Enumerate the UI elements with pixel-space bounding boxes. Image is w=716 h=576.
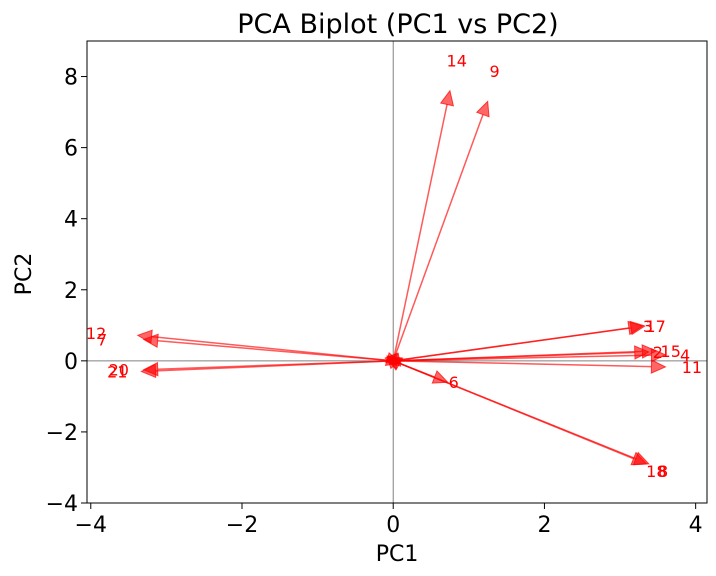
vector-label: 17	[645, 317, 665, 336]
y-tick-label: 8	[64, 66, 78, 91]
vector-label: 9	[489, 62, 499, 81]
arrow-head	[439, 89, 455, 107]
y-tick-label: −4	[46, 492, 78, 517]
x-tick-label: 0	[386, 513, 400, 538]
x-tick-label: −4	[75, 513, 107, 538]
vector-arrow: 11	[393, 358, 702, 377]
x-tick-label: 2	[537, 513, 551, 538]
vector-label: 20	[109, 361, 129, 380]
vector-label: 18	[646, 462, 666, 481]
arrow-head	[629, 320, 647, 336]
vector-label: 11	[682, 358, 702, 377]
vector-arrow	[384, 352, 402, 367]
y-axis-ticks: −4 −2 0 2 4 6 8	[46, 66, 87, 517]
vector-arrow: 21	[107, 360, 394, 382]
x-axis-label: PC1	[376, 542, 419, 567]
x-axis-ticks: −4 −2 0 2 4	[75, 503, 703, 538]
arrow-shaft	[393, 327, 632, 362]
arrow-shaft	[392, 360, 637, 460]
vector-label: 7	[97, 331, 107, 350]
vector-arrow: 3	[393, 317, 653, 362]
y-tick-label: 2	[64, 279, 78, 304]
vector-label: 8	[658, 462, 668, 481]
vector-arrow: 8	[392, 360, 668, 481]
arrow-head	[650, 347, 667, 363]
vector-label: 4	[680, 346, 690, 365]
vector-arrow: 9	[392, 62, 500, 362]
arrow-head	[632, 451, 650, 466]
vector-label: 6	[449, 373, 459, 392]
y-axis-label: PC2	[12, 253, 37, 296]
vector-label: 12	[86, 324, 106, 343]
arrow-shaft	[393, 360, 652, 368]
arrow-shaft	[392, 114, 484, 362]
chart-title: PCA Biplot (PC1 vs PC2)	[237, 9, 558, 40]
vector-arrow: 17	[393, 317, 666, 362]
vector-label: 3	[643, 317, 653, 336]
vector-label: 14	[447, 52, 467, 71]
vector-arrow: 7	[97, 331, 394, 362]
y-tick-label: −2	[46, 421, 78, 446]
vector-arrows: 14931721541161881272021	[86, 52, 702, 481]
vector-arrow: 12	[86, 324, 394, 362]
arrow-head	[650, 359, 667, 374]
plot-frame	[86, 40, 708, 504]
arrow-head	[475, 100, 490, 118]
y-tick-label: 0	[64, 350, 78, 375]
vector-arrow: 4	[393, 346, 690, 365]
y-tick-label: 6	[64, 137, 78, 162]
x-tick-label: −2	[226, 513, 258, 538]
arrow-head	[140, 363, 157, 379]
arrow-head	[384, 352, 402, 367]
arrow-shaft	[155, 360, 394, 372]
y-tick-label: 4	[64, 208, 78, 233]
arrow-shaft	[157, 339, 394, 362]
arrow-head	[142, 333, 159, 349]
plot-area	[87, 41, 707, 503]
vector-arrow: 14	[392, 52, 467, 362]
arrow-shaft	[392, 104, 448, 362]
vector-label: 21	[107, 363, 127, 382]
x-tick-label: 4	[689, 513, 703, 538]
vector-label: 15	[661, 342, 681, 361]
arrow-shaft	[393, 354, 652, 362]
